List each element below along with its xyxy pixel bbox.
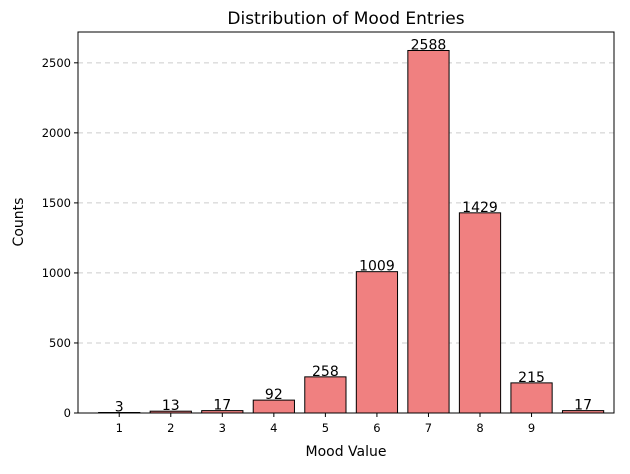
data-labels: 3 13 17 92 258 1009 2588 1429 215 17 (115, 37, 592, 415)
ticks: 0 500 1000 1500 2000 2500 1 2 3 4 5 6 7 8 9 (42, 56, 535, 435)
bar-5 (304, 376, 347, 414)
bar-value-label-3: 17 (213, 398, 231, 414)
bar-6 (355, 271, 399, 414)
x-tick-label-9: 9 (528, 421, 535, 435)
chart-title: Distribution of Mood Entries (227, 9, 464, 29)
bar-value-label-7: 2588 (411, 37, 447, 53)
x-tick-label-6: 6 (373, 421, 380, 435)
bar-value-label-5: 258 (312, 364, 339, 380)
y-tick-label-2000: 2000 (42, 126, 71, 140)
x-tick-label-1: 1 (116, 421, 123, 435)
bar-9 (510, 382, 553, 414)
x-tick-label-5: 5 (322, 421, 329, 435)
bar-8 (458, 212, 502, 414)
bar-7 (407, 49, 450, 414)
x-tick-label-8: 8 (476, 421, 483, 435)
bar-value-label-2: 13 (162, 398, 180, 414)
bar-value-label-9: 215 (518, 370, 545, 386)
grid-lines (78, 62, 614, 344)
x-tick-label-2: 2 (167, 421, 174, 435)
y-tick-label-500: 500 (49, 336, 71, 350)
bar-value-label-4: 92 (265, 387, 283, 403)
bar-value-label-8: 1429 (462, 200, 498, 216)
y-tick-label-0: 0 (64, 406, 71, 420)
x-axis-label: Mood Value (306, 444, 387, 460)
axes (77, 31, 615, 414)
plot-frame (77, 31, 615, 414)
bar-value-label-6: 1009 (359, 259, 395, 275)
bar-value-label-1: 3 (115, 400, 124, 416)
x-tick-label-4: 4 (270, 421, 277, 435)
y-axis-label: Counts (11, 198, 27, 247)
y-tick-label-1000: 1000 (42, 266, 71, 280)
bars (98, 49, 605, 414)
y-tick-label-2500: 2500 (42, 56, 71, 70)
bar-value-label-10: 17 (574, 398, 592, 414)
x-tick-label-3: 3 (219, 421, 226, 435)
y-tick-label-1500: 1500 (42, 196, 71, 210)
x-tick-label-7: 7 (425, 421, 432, 435)
